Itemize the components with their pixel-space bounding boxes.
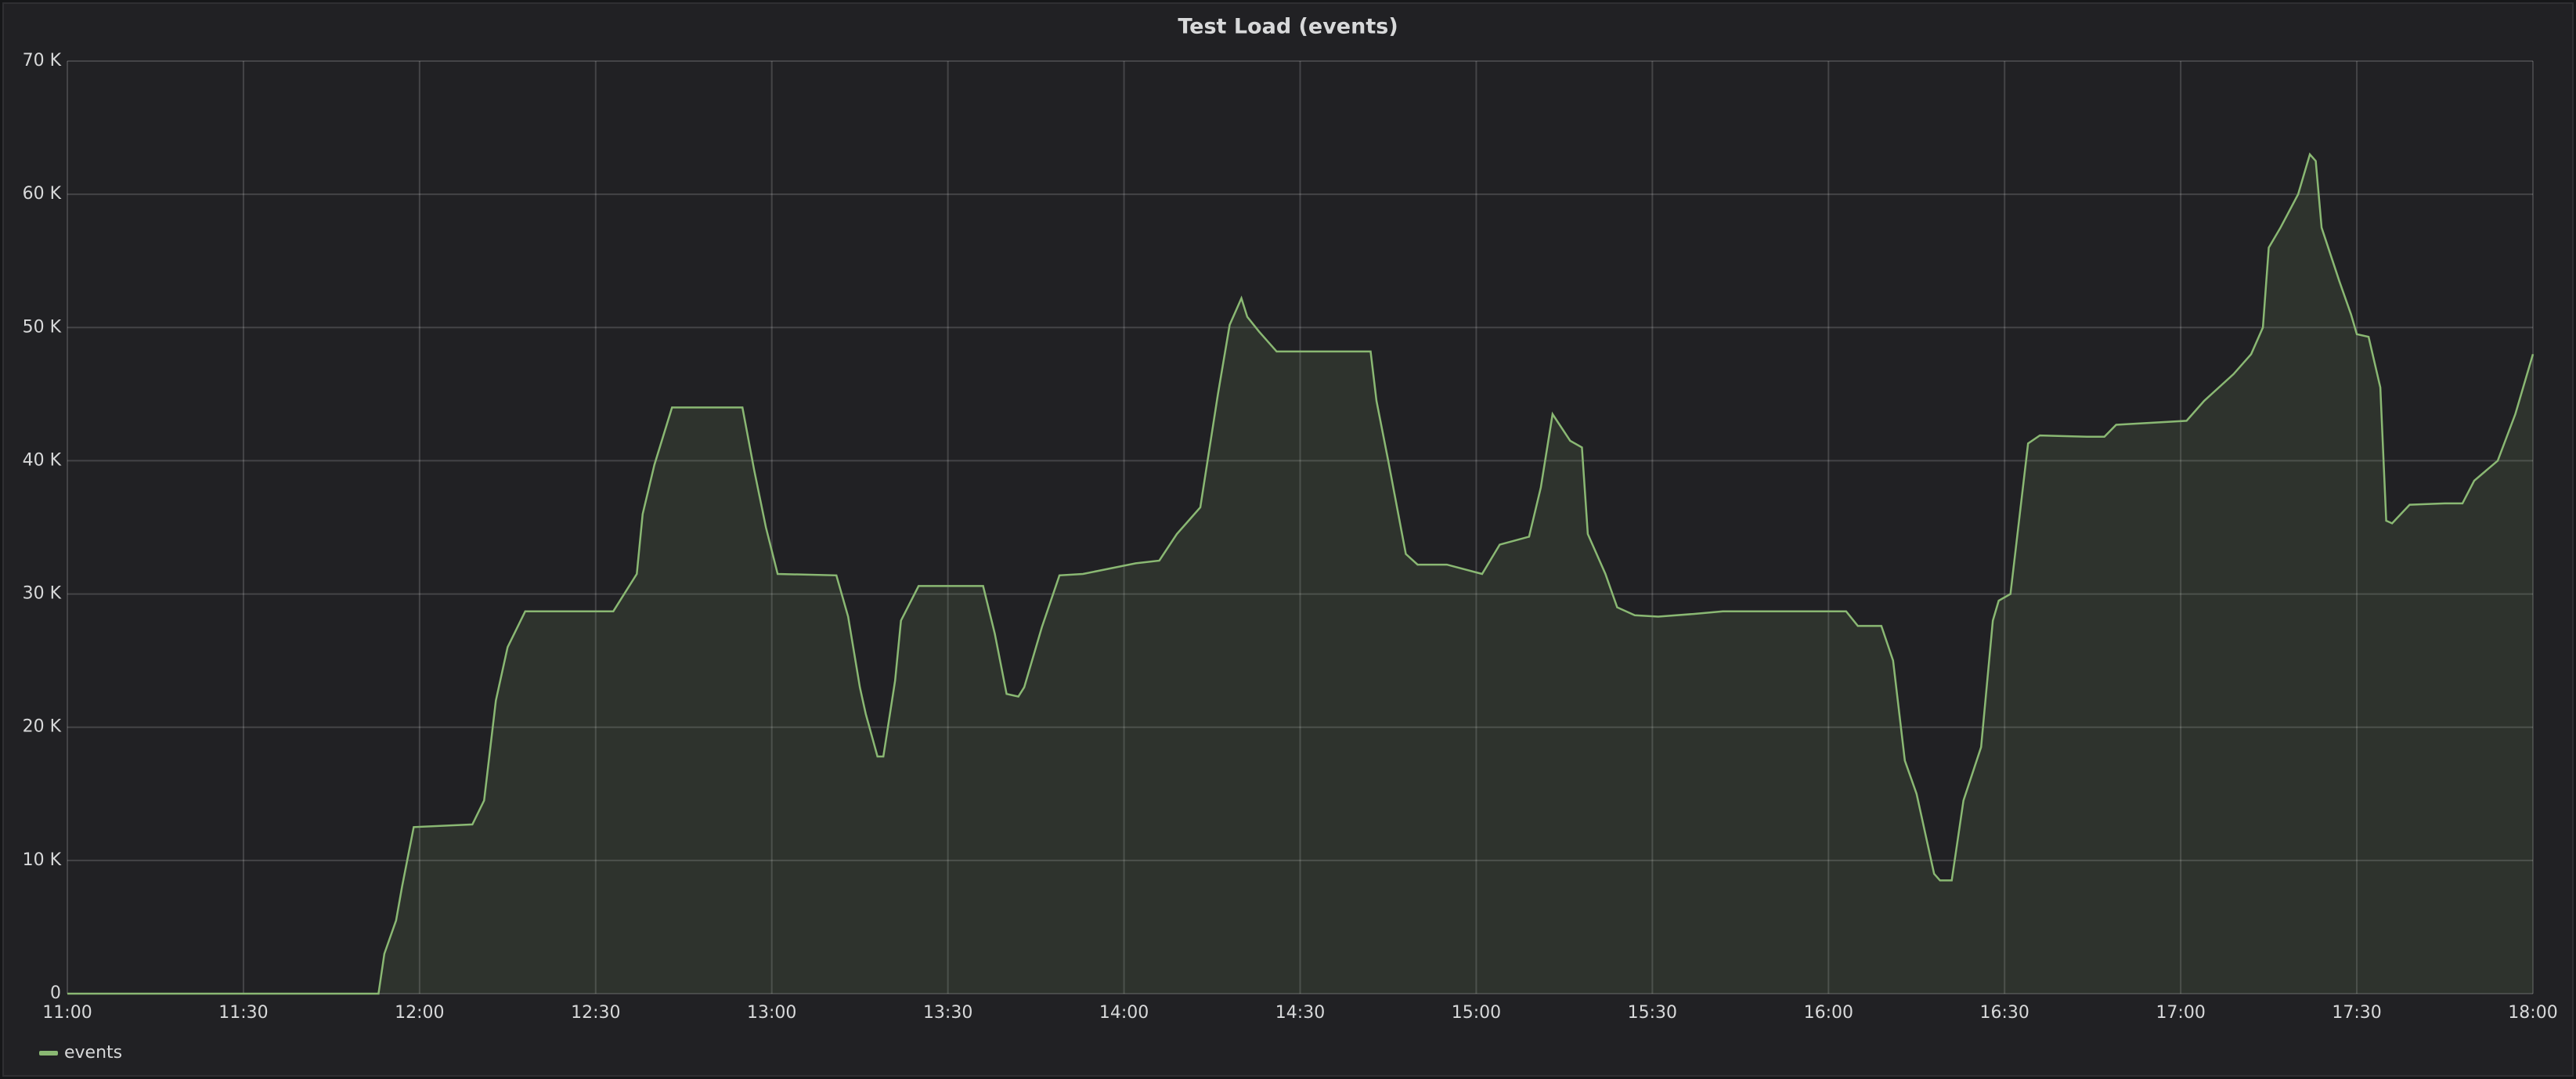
x-tick-label: 13:00 (747, 1003, 796, 1023)
y-tick-label: 0 (50, 983, 61, 1003)
x-tick-label: 18:00 (2508, 1003, 2557, 1023)
x-tick-label: 11:00 (42, 1003, 92, 1023)
chart-title: Test Load (events) (1178, 15, 1398, 39)
y-tick-label: 20 K (23, 717, 62, 737)
line (67, 152, 2535, 995)
y-tick-label: 60 K (23, 184, 62, 204)
x-tick-label: 14:00 (1099, 1003, 1149, 1023)
area (67, 154, 2533, 994)
x-tick-label: 17:00 (2156, 1003, 2205, 1023)
x-tick-label: 14:30 (1275, 1003, 1325, 1023)
x-tick-label: 15:00 (1452, 1003, 1501, 1023)
legend-label: events (64, 1043, 122, 1063)
x-tick-label: 12:30 (571, 1003, 620, 1023)
x-tick-label: 13:30 (923, 1003, 972, 1023)
legend-swatch (39, 1051, 58, 1056)
x-tick-label: 16:30 (1980, 1003, 2029, 1023)
y-tick-label: 10 K (23, 850, 62, 870)
y-tick-label: 30 K (23, 584, 62, 604)
x-tick-label: 11:30 (218, 1003, 268, 1023)
x-tick-label: 16:00 (1804, 1003, 1853, 1023)
y-tick-label: 40 K (23, 450, 62, 470)
y-tick-label: 70 K (23, 51, 62, 70)
x-tick-label: 15:30 (1628, 1003, 1677, 1023)
y-tick-label: 50 K (23, 317, 62, 337)
x-tick-label: 17:30 (2332, 1003, 2381, 1023)
x-tick-label: 12:00 (395, 1003, 444, 1023)
